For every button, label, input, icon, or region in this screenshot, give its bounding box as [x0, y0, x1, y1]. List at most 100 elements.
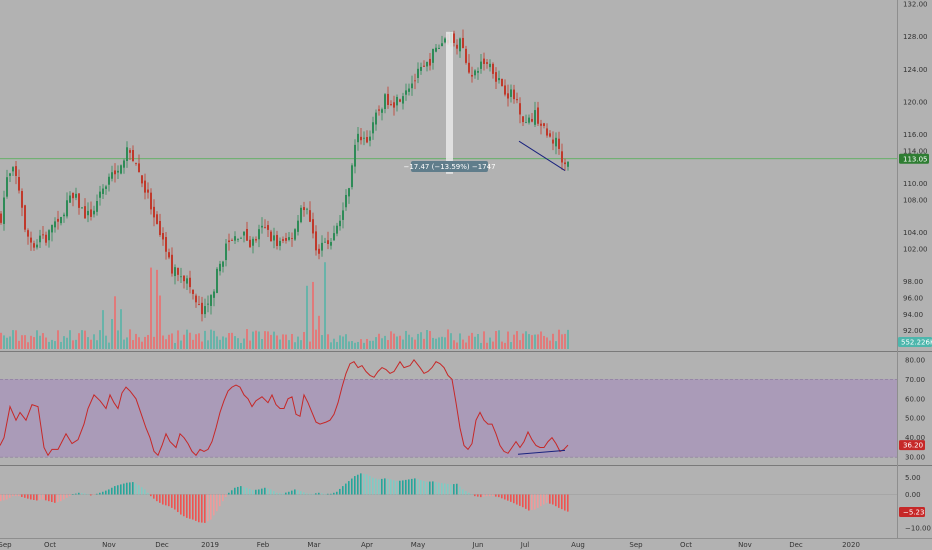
volume-bar [0, 332, 2, 349]
macd-bar [75, 493, 77, 495]
volume-bar [54, 341, 56, 349]
volume-bar [507, 331, 509, 349]
volume-bar [171, 333, 173, 349]
macd-bar [564, 494, 566, 511]
candle-body [324, 241, 326, 243]
volume-bar [531, 335, 533, 349]
macd-bar [312, 493, 314, 495]
macd-badge-bg [899, 506, 925, 517]
time-tick-label: Jul [520, 541, 530, 549]
candle-body [216, 268, 218, 293]
macd-bar [102, 491, 104, 495]
volume-bar [72, 340, 74, 349]
volume-bar [36, 330, 38, 349]
macd-bar [438, 482, 440, 495]
measure-tool[interactable]: −17.47 (−13.59%) −1747 [403, 31, 496, 174]
volume-bar [87, 337, 89, 349]
volume-bar [390, 331, 392, 349]
candle-body [228, 240, 230, 243]
volume-bar [426, 330, 428, 349]
volume-bar [471, 332, 473, 349]
volume-bar [345, 334, 347, 349]
macd-bar [423, 480, 425, 495]
candle-body [432, 48, 434, 63]
macd-bar [219, 494, 221, 507]
candle-body [564, 162, 566, 165]
candle-body [159, 220, 161, 235]
measure-range [446, 31, 453, 174]
price-trendline[interactable] [518, 140, 566, 172]
candle-body [198, 304, 200, 305]
macd-bar [207, 494, 209, 522]
macd-bar [258, 489, 260, 495]
rsi-value-text: 36.20 [903, 442, 923, 450]
macd-bar [69, 494, 71, 497]
macd-bar [483, 494, 485, 497]
macd-bar [333, 492, 335, 495]
volume-bar [12, 330, 14, 349]
candle-body [150, 192, 152, 210]
volume-bar [396, 336, 398, 349]
macd-bar [396, 481, 398, 495]
macd-bar [177, 494, 179, 513]
volume-bar [525, 331, 527, 349]
candle-body [267, 225, 269, 230]
candle-body [15, 166, 17, 176]
rsi-trendline[interactable] [517, 449, 566, 455]
candle-body [402, 96, 404, 104]
rsi-line [0, 358, 569, 457]
macd-bar [57, 494, 59, 502]
time-axis[interactable]: Sep Oct Nov Dec 2019 Feb Mar Apr May Jun Jul Aug Sep… [0, 541, 860, 549]
macd-badge: −5.23 [899, 506, 925, 517]
macd-bar [504, 494, 506, 500]
macd-bar [3, 494, 5, 501]
volume-bar [378, 333, 380, 349]
candle-body [300, 207, 302, 223]
macd-bar [411, 478, 413, 495]
macd-bar [498, 494, 500, 498]
macd-bar [372, 477, 374, 495]
volume-bar [489, 337, 491, 349]
candle-body [132, 150, 134, 161]
macd-bar [429, 481, 431, 495]
volume-bar [330, 342, 332, 349]
macd-bar [21, 494, 23, 497]
volume-bar [369, 340, 371, 349]
candle-body [243, 231, 245, 236]
candle-body [501, 78, 503, 86]
candle-body [180, 276, 182, 278]
candle-body [363, 137, 365, 139]
price-tick-label: 110.00 [903, 180, 928, 188]
candle-body [393, 102, 395, 108]
macd-bar [189, 494, 191, 519]
macd-bar [537, 494, 539, 508]
macd-bar [135, 483, 137, 495]
macd-bar [147, 492, 149, 495]
candle-body [528, 117, 530, 123]
macd-bar [408, 479, 410, 495]
volume-bar [441, 336, 443, 349]
candle-body [348, 188, 350, 197]
volume-bar [513, 334, 515, 349]
measure-label: −17.47 (−13.59%) −1747 [403, 163, 495, 171]
time-tick-label: Aug [571, 541, 585, 549]
candle-body [30, 237, 32, 243]
candle-body [84, 206, 86, 219]
macd-bar [105, 490, 107, 495]
candle-body [57, 218, 59, 222]
volume-bar [51, 339, 53, 349]
time-tick-label: May [411, 541, 425, 549]
volume-bar [228, 333, 230, 349]
candle-body [177, 267, 179, 275]
volume-bar [234, 336, 236, 349]
last-price-text: 113.05 [903, 155, 928, 163]
volume-bar [108, 342, 110, 349]
volume-bar [132, 340, 134, 349]
volume-bar [381, 338, 383, 349]
candle-body [525, 122, 527, 124]
candle-body [408, 88, 410, 92]
candle-body [342, 210, 344, 220]
volume-bar [399, 335, 401, 349]
macd-bar [39, 494, 41, 500]
candle-body [444, 38, 446, 43]
